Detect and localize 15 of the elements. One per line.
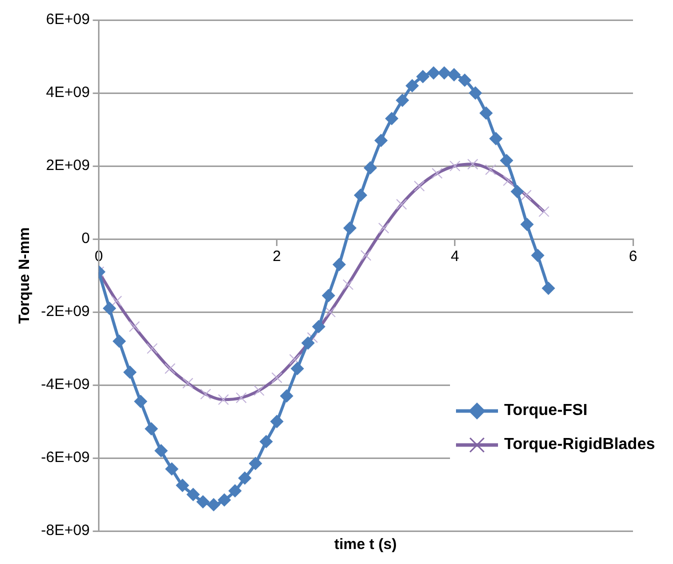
y-tick-label: -4E+09 [40, 376, 90, 394]
y-tick-label: -2E+09 [40, 303, 90, 320]
y-tick-label: -6E+09 [40, 449, 90, 466]
y-tick-label: 0 [81, 230, 90, 248]
y-tick-label: 2E+09 [46, 157, 90, 174]
x-tick-label: 6 [628, 248, 638, 266]
legend-label: Torque-RigidBlades [504, 436, 655, 454]
x-tick-label: 2 [272, 248, 282, 266]
y-tick-label: -8E+09 [40, 522, 90, 540]
y-axis-title: Torque N-mm [16, 227, 34, 324]
y-tick-label: 4E+09 [46, 84, 90, 102]
legend-label: Torque-FSI [504, 402, 588, 420]
x-axis-title: time t (s) [333, 536, 398, 553]
x-tick-label: 4 [450, 248, 460, 266]
y-tick-label: 6E+09 [46, 11, 90, 28]
